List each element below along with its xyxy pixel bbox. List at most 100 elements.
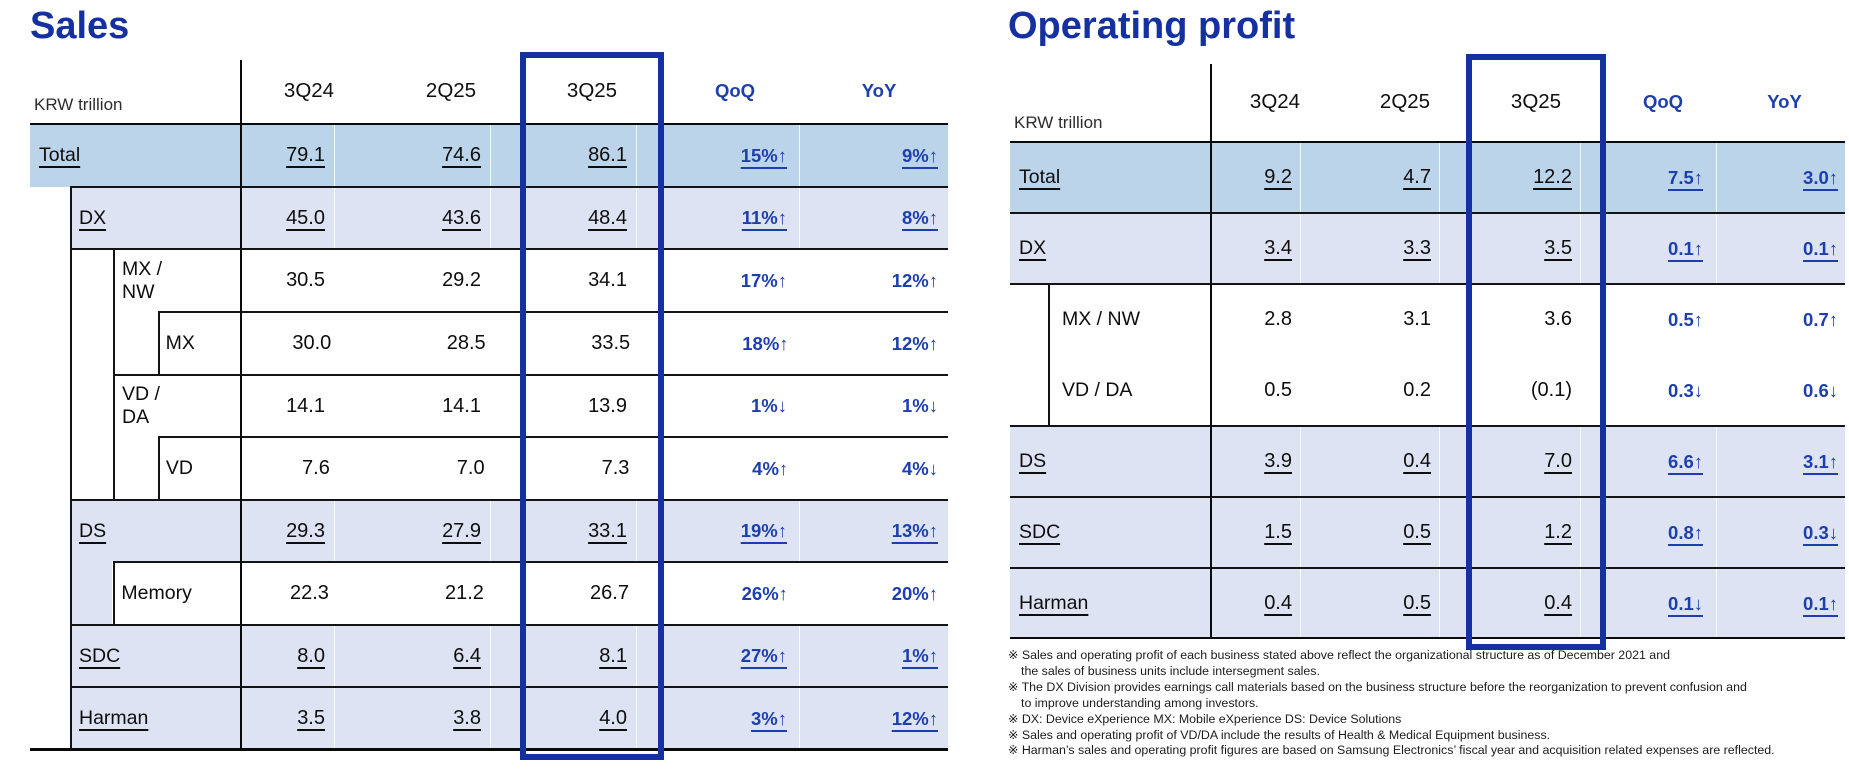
- row-label: Total: [30, 124, 187, 187]
- qoq-cell: 4%↑: [638, 437, 800, 500]
- value-cell: 12.2: [1439, 142, 1580, 213]
- column-header-2q25: 2Q25: [1379, 90, 1431, 113]
- value-cell: 13.9: [490, 375, 636, 437]
- value-cell: 3.5: [1439, 213, 1580, 284]
- header-label-cell: KRW trillion: [1010, 62, 1210, 142]
- value-cell: (0.1): [1439, 355, 1580, 426]
- value-cell: 8.1: [490, 625, 636, 687]
- footnote-line: ※ Sales and operating profit of each bus…: [1008, 648, 1670, 662]
- unit-label: KRW trillion: [34, 95, 123, 114]
- yoy-cell: 8%↑: [799, 187, 948, 249]
- indent-spacer: [30, 187, 70, 249]
- value-cell: 79.1: [187, 124, 334, 187]
- sales-row-mx-nw: MX / NW 30.5 29.2 34.1 17%↑ 12%↑: [30, 248, 948, 312]
- grid-line: [1048, 284, 1050, 426]
- value-cell: 0.2: [1300, 355, 1439, 426]
- value-cell: 0.5: [1264, 379, 1292, 401]
- op-row-ds: DS 3.9 0.4 7.0 6.6↑ 3.1↑: [1010, 425, 1845, 497]
- indent-spacer: [30, 249, 113, 312]
- sales-row-dx: DX 45.0 43.6 48.4 11%↑ 8%↑: [30, 186, 948, 249]
- grid-line: [113, 249, 115, 500]
- value-cell: 3.3: [1300, 213, 1439, 284]
- row-divider: [1010, 425, 1845, 427]
- value-cell: 9.2: [1162, 142, 1300, 213]
- highlight-box-3q25: [520, 52, 664, 760]
- sales-row-harman: Harman 3.5 3.8 4.0 3%↑ 12%↑: [30, 686, 948, 750]
- footnote-line: to improve understanding among investors…: [1021, 695, 1259, 710]
- indent-spacer: [30, 500, 70, 562]
- qoq-cell: 17%↑: [636, 249, 799, 312]
- value-cell: 29.2: [334, 249, 490, 312]
- value-cell: 0.4: [1300, 426, 1439, 497]
- row-label: VD: [165, 457, 193, 479]
- qoq-cell: 26%↑: [637, 562, 800, 625]
- unit-label: KRW trillion: [1014, 113, 1103, 132]
- value-cell: 34.1: [490, 249, 636, 312]
- value-cell: 0.5: [1300, 497, 1439, 568]
- indent-spacer: [1010, 355, 1048, 426]
- row-divider: [70, 624, 948, 626]
- row-label: DX: [1010, 213, 1162, 284]
- value-cell: 3.1: [1300, 284, 1439, 355]
- footnote-line: ※ Harman’s sales and operating profit fi…: [1008, 743, 1775, 758]
- table-bottom-line: [1010, 636, 1845, 640]
- sales-row-vd-da: VD / DA 14.1 14.1 13.9 1%↓ 1%↓: [30, 374, 948, 437]
- sales-row-memory: Memory 22.3 21.2 26.7 26%↑ 20%↑: [30, 561, 948, 625]
- row-label: SDC: [70, 625, 187, 687]
- value-cell: 30.5: [286, 269, 325, 291]
- value-cell: 26.7: [492, 562, 638, 625]
- column-header-3q25: 3Q25: [566, 79, 618, 102]
- yoy-cell: 12%↑: [799, 687, 948, 750]
- highlight-box-3q25: [1466, 54, 1606, 650]
- header-label-cell: KRW trillion: [30, 58, 240, 124]
- footnote-line: ※ Sales and operating profit of VD/DA in…: [1008, 727, 1551, 742]
- row-divider: [158, 311, 948, 313]
- header-divider-line: [1010, 140, 1845, 144]
- row-label: MX / NW: [1062, 308, 1140, 330]
- footnote-line: ※ DX: Device eXperience MX: Mobile eXper…: [1008, 711, 1402, 726]
- header-divider-line: [30, 122, 948, 126]
- column-header-yoy: YoY: [1767, 91, 1802, 112]
- value-cell: 7.3: [493, 437, 639, 500]
- row-label: VD / DA: [122, 383, 160, 428]
- yoy-cell: 0.6↓: [1716, 355, 1845, 426]
- column-divider: [1210, 64, 1212, 639]
- yoy-cell: 0.1↑: [1716, 213, 1845, 284]
- row-label: DS: [1010, 426, 1162, 497]
- yoy-cell: 1%↓: [799, 375, 948, 437]
- indent-spacer: [69, 562, 113, 625]
- indent-spacer: [30, 562, 70, 625]
- yoy-cell: 12%↑: [799, 249, 948, 312]
- indent-spacer: [30, 312, 157, 375]
- row-divider: [113, 561, 948, 563]
- op-row-vd-da: VD / DA 0.5 0.2 (0.1) 0.3↓ 0.6↓: [1010, 355, 1845, 426]
- op-row-total: Total 9.2 4.7 12.2 7.5↑ 3.0↑: [1010, 142, 1845, 213]
- value-cell: 33.1: [490, 500, 636, 562]
- value-cell: 3.5: [187, 687, 334, 750]
- row-label: SDC: [1010, 497, 1162, 568]
- row-divider: [1010, 212, 1845, 214]
- value-cell: 7.0: [1439, 426, 1580, 497]
- qoq-cell: 1%↓: [636, 375, 799, 437]
- value-cell: 0.4: [1162, 568, 1300, 639]
- value-cell: 45.0: [187, 187, 334, 249]
- row-divider: [158, 436, 948, 438]
- operating-profit-header-row: KRW trillion 3Q24 2Q25 3Q25 QoQ YoY: [1010, 62, 1845, 142]
- value-cell: 86.1: [490, 124, 636, 187]
- qoq-cell: 18%↑: [639, 312, 800, 375]
- row-divider: [70, 499, 948, 501]
- row-divider: [70, 186, 948, 188]
- table-bottom-line: [30, 747, 948, 751]
- value-cell: 3.9: [1162, 426, 1300, 497]
- yoy-cell: 20%↑: [799, 562, 948, 625]
- qoq-cell: 0.3↓: [1580, 355, 1716, 426]
- footnote-line: ※ The DX Division provides earnings call…: [1008, 679, 1747, 694]
- yoy-cell: 0.3↓: [1716, 497, 1845, 568]
- sales-title: Sales: [30, 5, 130, 47]
- value-cell: 2.8: [1264, 308, 1292, 330]
- indent-spacer: [30, 625, 70, 687]
- grid-line: [70, 187, 72, 750]
- value-cell: 22.3: [289, 582, 329, 604]
- sales-row-sdc: SDC 8.0 6.4 8.1 27%↑ 1%↑: [30, 624, 948, 687]
- indent-spacer: [30, 437, 157, 500]
